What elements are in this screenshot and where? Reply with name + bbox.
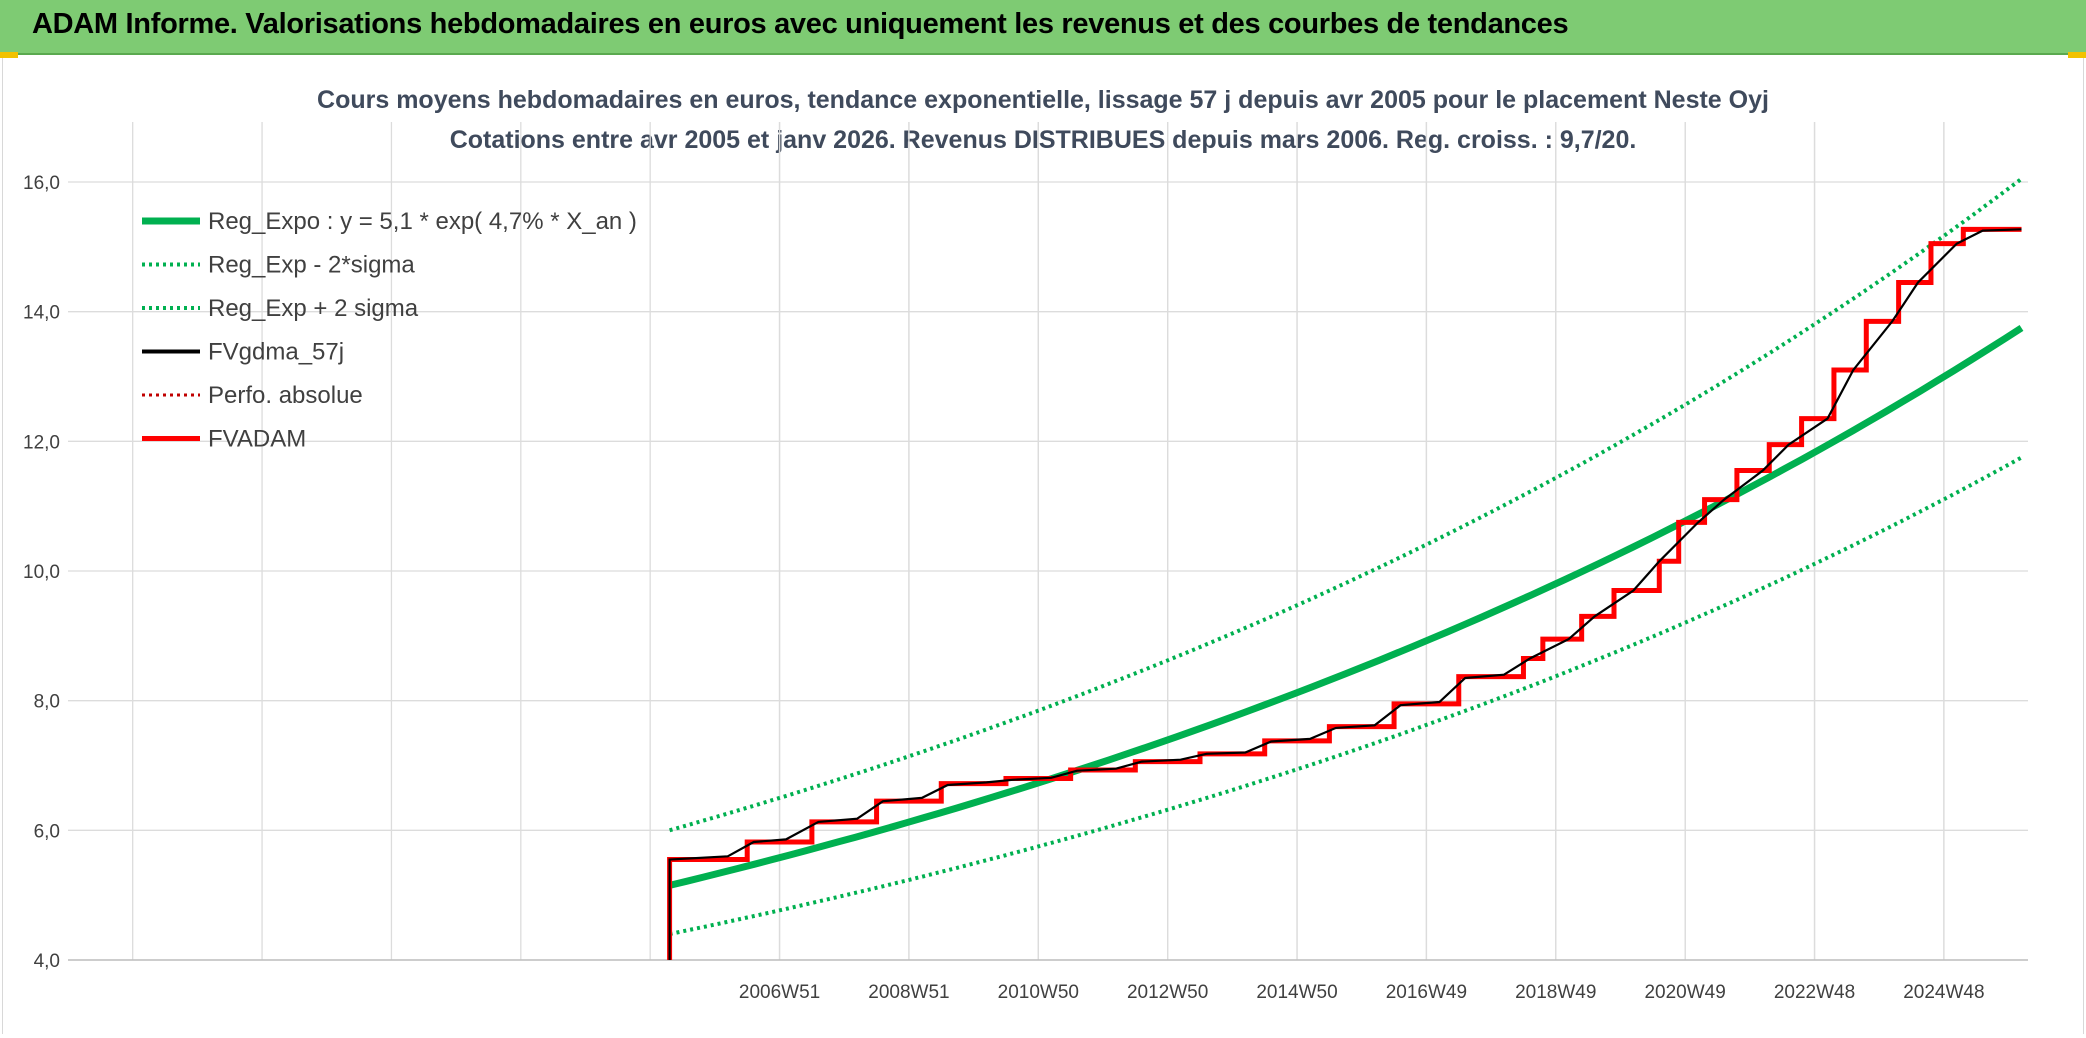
x-axis: 2006W51 2008W51 2010W50 2012W50 2014W50 2016W… bbox=[68, 959, 2028, 1003]
chart-frame-left bbox=[2, 58, 3, 1034]
y-tick-label: 10,0 bbox=[23, 562, 60, 583]
y-axis: 4,0 6,0 8,0 10,0 12,0 14,0 16,0 bbox=[23, 173, 60, 972]
y-tick-label: 8,0 bbox=[34, 692, 60, 713]
legend-label-fvadam: FVADAM bbox=[208, 426, 306, 453]
report-banner: ADAM Informe. Valorisations hebdomadaire… bbox=[0, 0, 2086, 55]
chart-subtitle: Cotations entre avr 2005 et janv 2026. R… bbox=[449, 126, 1637, 154]
x-tick-label: 2014W50 bbox=[1256, 982, 1337, 1003]
series-reg-expo bbox=[668, 324, 2024, 889]
series-fvgdma-57j bbox=[668, 228, 2022, 960]
legend-label-fvgdma-57j: FVgdma_57j bbox=[208, 339, 344, 366]
y-tick-label: 14,0 bbox=[23, 303, 60, 324]
series-reg-exp-2-sigma bbox=[669, 455, 2023, 937]
y-tick-label: 6,0 bbox=[34, 821, 60, 842]
x-tick-label: 2020W49 bbox=[1644, 982, 1725, 1003]
legend-label-perfo-absolue: Perfo. absolue bbox=[208, 382, 363, 409]
x-tick-label: 2024W48 bbox=[1903, 982, 1984, 1003]
corner-marker-left bbox=[0, 52, 18, 58]
legend: Reg_Expo : y = 5,1 * exp( 4,7% * X_an ) R… bbox=[142, 208, 637, 453]
legend-label-reg-exp-2-sigma: Reg_Exp - 2*sigma bbox=[208, 252, 415, 279]
report-title: ADAM Informe. Valorisations hebdomadaire… bbox=[32, 8, 1569, 40]
x-tick-label: 2006W51 bbox=[739, 982, 820, 1003]
legend-label-reg-expo-y-5-1-exp-4-7-x-an: Reg_Expo : y = 5,1 * exp( 4,7% * X_an ) bbox=[208, 208, 637, 235]
grid-lines bbox=[68, 122, 2028, 961]
x-tick-label: 2022W48 bbox=[1774, 982, 1855, 1003]
series-reg-exp-2-sigma bbox=[669, 177, 2023, 833]
x-tick-label: 2012W50 bbox=[1127, 982, 1208, 1003]
chart-frame-right bbox=[2083, 58, 2084, 1034]
x-tick-label: 2010W50 bbox=[998, 982, 1079, 1003]
x-tick-label: 2018W49 bbox=[1515, 982, 1596, 1003]
chart-title: Cours moyens hebdomadaires en euros, ten… bbox=[317, 86, 1769, 114]
y-tick-label: 16,0 bbox=[23, 173, 60, 194]
y-tick-label: 4,0 bbox=[34, 951, 60, 972]
series-lines bbox=[667, 177, 2024, 960]
series-fvadam bbox=[667, 226, 2022, 960]
y-tick-label: 12,0 bbox=[23, 432, 60, 453]
x-tick-label: 2016W49 bbox=[1386, 982, 1467, 1003]
legend-label-reg-exp-2-sigma: Reg_Exp + 2 sigma bbox=[208, 295, 419, 322]
x-tick-label: 2008W51 bbox=[868, 982, 949, 1003]
corner-marker-right bbox=[2068, 52, 2086, 58]
